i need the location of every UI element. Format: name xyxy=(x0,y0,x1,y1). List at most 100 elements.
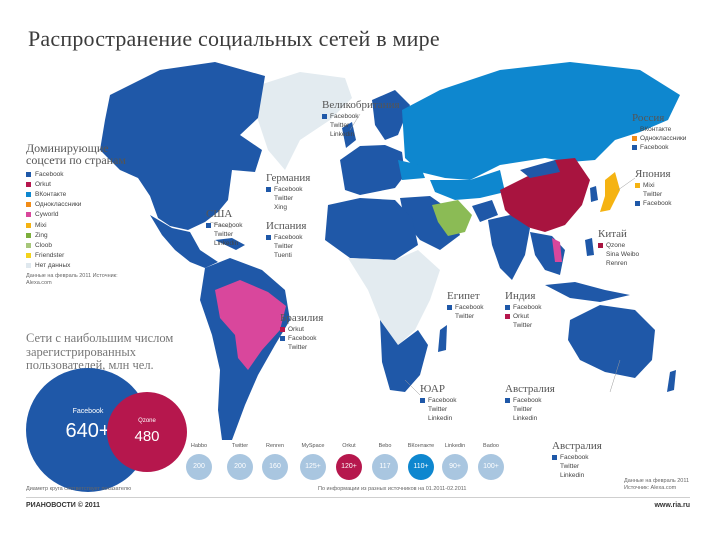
network-label: Facebook xyxy=(513,397,542,404)
legend-label: Zing xyxy=(35,231,48,239)
small-bubble-value: 100+ xyxy=(483,463,499,470)
network-label: Twitter xyxy=(643,191,663,198)
legend-item: Mixi xyxy=(26,220,136,230)
legend-swatch xyxy=(26,202,31,208)
callout-australia-box-item: Facebook xyxy=(552,453,602,462)
legend-label: Cyworld xyxy=(35,211,59,219)
callout-network-item: Xing xyxy=(266,203,310,212)
region-russia xyxy=(402,62,680,180)
small-bubble-name: ВКонтакте xyxy=(407,443,435,449)
small-bubble: 100+ xyxy=(478,454,504,480)
network-swatch xyxy=(206,232,211,237)
region-madagascar xyxy=(438,325,447,352)
network-swatch xyxy=(280,345,285,350)
legend-label: Cloob xyxy=(35,241,52,249)
network-swatch xyxy=(206,241,211,246)
legend-swatch xyxy=(26,181,31,187)
network-label: Twitter xyxy=(513,322,533,329)
callout-australia: Австралия Facebook Twitter Linkedin xyxy=(505,383,555,423)
network-label: Facebook xyxy=(428,397,457,404)
callout-network-item: Facebook xyxy=(632,143,686,152)
region-canada-usa xyxy=(100,62,265,230)
callout-network-item: Twitter xyxy=(635,190,672,199)
network-swatch xyxy=(447,314,452,319)
network-label: Twitter xyxy=(513,406,533,413)
callout-country-name: Индия xyxy=(505,290,536,302)
callout-network-item: Twitter xyxy=(280,343,323,352)
legend-item: Facebook xyxy=(26,169,136,179)
region-greenland xyxy=(250,72,352,170)
network-label: Tuenti xyxy=(274,252,292,259)
callout-network-item: Tuenti xyxy=(266,251,306,260)
small-bubble-value: 200 xyxy=(234,463,246,470)
region-mexico xyxy=(150,215,218,268)
bubble-value: 480 xyxy=(134,428,160,445)
callout-country-name: Австралия xyxy=(505,383,555,395)
legend-swatch xyxy=(26,263,31,269)
callout-egypt: Египет Facebook Twitter xyxy=(447,290,484,321)
network-swatch xyxy=(635,192,640,197)
network-label: Xing xyxy=(274,204,288,211)
network-swatch xyxy=(505,314,510,319)
legend-swatch xyxy=(26,253,31,259)
region-india xyxy=(488,215,530,280)
small-bubble-name: Twitter xyxy=(231,443,249,449)
network-swatch xyxy=(322,132,327,137)
network-label: Renren xyxy=(606,260,628,267)
legend-item: Cyworld xyxy=(26,210,136,220)
network-swatch xyxy=(632,145,637,150)
small-bubble-name: Badoo xyxy=(483,443,499,449)
users-heading: Сети с наибольшим числом зарегистрирован… xyxy=(26,331,174,372)
callout-country-name: Россия xyxy=(632,112,665,124)
legend-swatch xyxy=(552,473,557,478)
callout-country-name: Египет xyxy=(447,290,480,302)
network-label: Twitter xyxy=(428,406,448,413)
callout-network-item: Twitter xyxy=(447,312,484,321)
legend-swatch xyxy=(26,222,31,228)
small-bubble-name: Renren xyxy=(265,443,285,449)
small-bubble-name: Orkut xyxy=(342,443,356,449)
small-bubble-value: 120+ xyxy=(341,463,357,470)
callout-network-item: Linkedin xyxy=(322,130,400,139)
leader-australia xyxy=(609,359,621,393)
leader-japan xyxy=(617,177,636,191)
network-swatch xyxy=(505,323,510,328)
callout-network-item: Facebook xyxy=(322,112,400,121)
network-swatch xyxy=(266,253,271,258)
callout-network-item: Mixi xyxy=(635,181,672,190)
network-label: Facebook xyxy=(274,186,303,193)
callout-network-item: ВКонтакте xyxy=(632,125,686,134)
callout-country-name: Бразилия xyxy=(280,312,324,324)
network-label: Orkut xyxy=(288,326,304,333)
callout-rsa: ЮАР Facebook Twitter Linkedin xyxy=(420,383,457,423)
region-new-zealand xyxy=(667,370,676,392)
callout-usa: США Facebook Twitter Linkedin xyxy=(206,208,243,248)
bubble-label: Qzone xyxy=(138,418,156,424)
callout-australia-box-item: Linkedin xyxy=(552,471,602,480)
callout-country-name: Япония xyxy=(635,168,671,180)
network-swatch xyxy=(322,114,327,119)
small-bubble: 117 xyxy=(372,454,398,480)
region-japan xyxy=(600,172,620,212)
bubble-value: 640+ xyxy=(65,420,111,442)
legend-swatch xyxy=(26,191,31,197)
small-bubble: 160 xyxy=(262,454,288,480)
network-label: Twitter xyxy=(330,122,350,129)
network-label: Facebook xyxy=(214,222,243,229)
callout-network-item: Twitter xyxy=(206,230,243,239)
page-title: Распространение социальных сетей в мире xyxy=(28,26,440,51)
legend-item: Одноклассники xyxy=(26,200,136,210)
network-swatch xyxy=(266,196,271,201)
legend-swatch xyxy=(26,242,31,248)
small-bubble: 120+ xyxy=(336,454,362,480)
network-swatch xyxy=(598,261,603,266)
callout-network-item: Linkedin xyxy=(505,414,555,423)
legend-swatch xyxy=(26,232,31,238)
callout-germany: Германия Facebook Twitter Xing xyxy=(266,172,310,212)
legend-item: Zing xyxy=(26,230,136,240)
callout-network-item: Facebook xyxy=(266,233,306,242)
callout-network-item: Одноклассники xyxy=(632,134,686,143)
region-vietnam xyxy=(552,238,562,262)
callout-country-name: Испания xyxy=(266,220,307,232)
